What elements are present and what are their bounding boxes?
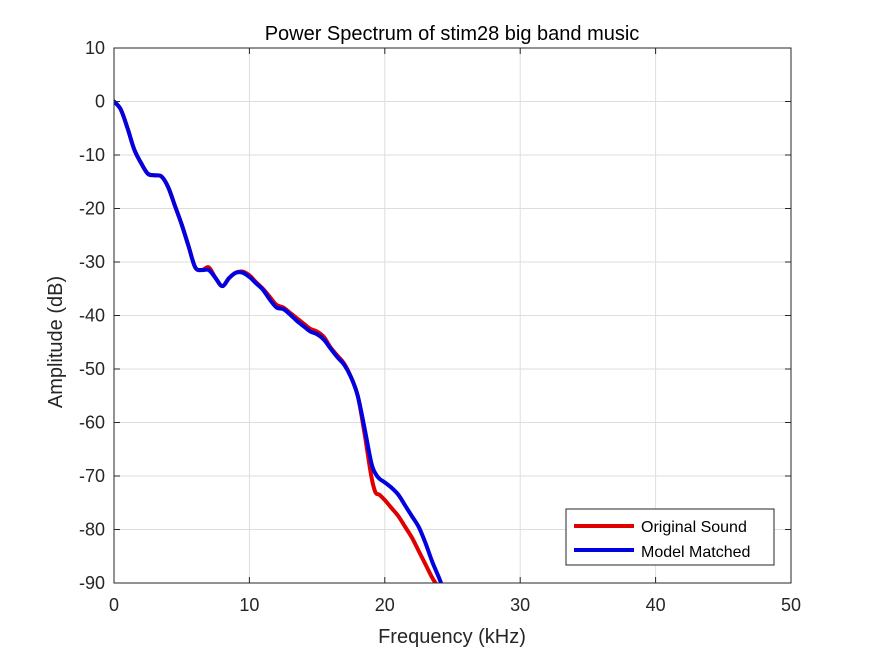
y-tick-label: -10 bbox=[79, 145, 105, 165]
legend-label-model: Model Matched bbox=[641, 544, 750, 561]
y-tick-label: -30 bbox=[79, 252, 105, 272]
x-tick-label: 10 bbox=[239, 595, 259, 615]
chart-title: Power Spectrum of stim28 big band music bbox=[265, 23, 640, 45]
y-tick-label: 0 bbox=[95, 92, 105, 112]
y-tick-label: -60 bbox=[79, 413, 105, 433]
legend-box bbox=[565, 508, 775, 566]
x-axis-label: Frequency (kHz) bbox=[378, 626, 526, 648]
x-tick-label: 40 bbox=[646, 595, 666, 615]
y-tick-label: -80 bbox=[79, 520, 105, 540]
y-tick-label: -20 bbox=[79, 199, 105, 219]
axis-ticks bbox=[113, 47, 792, 584]
y-axis-label: Amplitude (dB) bbox=[45, 276, 67, 408]
x-tick-label: 0 bbox=[109, 595, 119, 615]
y-tick-label: -40 bbox=[79, 306, 105, 326]
series-line-model-matched bbox=[114, 99, 444, 583]
y-tick-label: -90 bbox=[79, 573, 105, 593]
y-tick-label: 10 bbox=[85, 38, 105, 58]
x-tick-label: 30 bbox=[510, 595, 530, 615]
y-tick-label: -70 bbox=[79, 466, 105, 486]
x-tick-label: 50 bbox=[781, 595, 801, 615]
legend: Original Sound Model Matched bbox=[565, 508, 775, 566]
legend-label-original: Original Sound bbox=[641, 519, 747, 536]
series-lines bbox=[114, 99, 444, 583]
x-tick-label: 20 bbox=[375, 595, 395, 615]
y-tick-label: -50 bbox=[79, 359, 105, 379]
tick-labels: 0 10 20 30 40 50 10 0 -10 -20 -30 -40 -50 -60 -70 -80 -9… bbox=[79, 38, 801, 615]
